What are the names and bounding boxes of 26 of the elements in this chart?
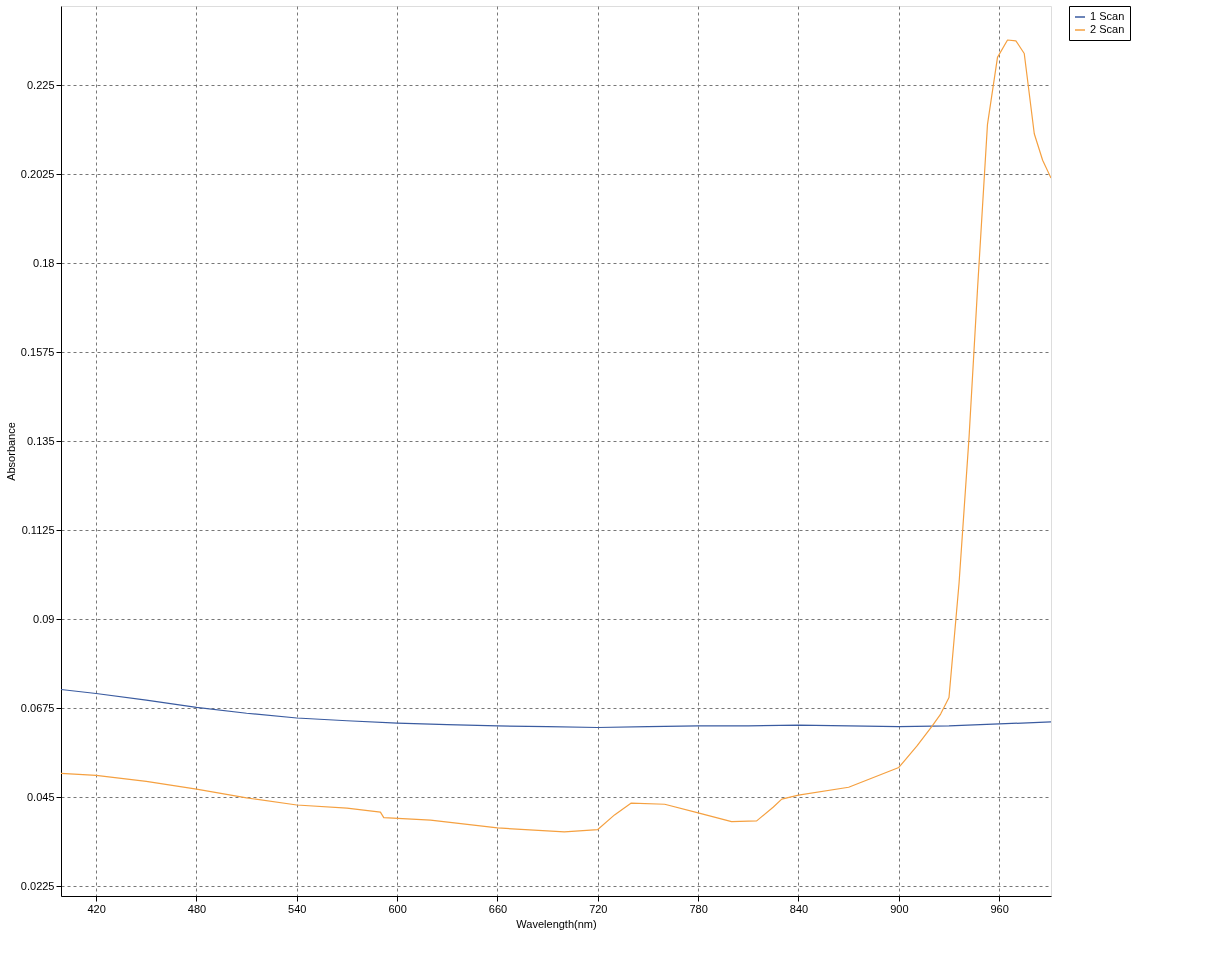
y-tick-label: 0.0225	[20, 879, 55, 892]
line-series	[61, 688, 1051, 729]
y-tick-label: 0.18	[33, 256, 55, 269]
y-tick-label: 0.0675	[20, 701, 55, 714]
y-tick-label: 0.1125	[21, 523, 55, 536]
x-tick-label: 900	[890, 902, 909, 915]
y-tick-label: 0.045	[26, 790, 55, 803]
x-tick-label: 780	[689, 902, 708, 915]
x-tick-label: 600	[388, 902, 407, 915]
line-series	[61, 39, 1051, 833]
y-tick-label: 0.135	[26, 434, 55, 447]
x-tick-label: 960	[990, 902, 1009, 915]
legend-label: 2 Scan	[1090, 23, 1125, 35]
x-tick-label: 720	[589, 902, 608, 915]
y-tick-label: 0.1575	[20, 345, 55, 358]
x-tick-label: 480	[187, 902, 207, 915]
x-tick-label: 660	[488, 902, 508, 915]
y-tick-label: 0.09	[33, 612, 55, 625]
y-tick-label: 0.225	[26, 78, 55, 91]
x-tick-label: 840	[789, 902, 809, 915]
x-tick-label: 540	[288, 902, 307, 915]
y-axis-title: Absorbance	[4, 422, 17, 481]
x-axis-title: Wavelength(nm)	[516, 917, 597, 930]
x-tick-label: 420	[87, 902, 106, 915]
legend-label: 1 Scan	[1090, 10, 1125, 22]
y-tick-label: 0.2025	[20, 167, 55, 180]
